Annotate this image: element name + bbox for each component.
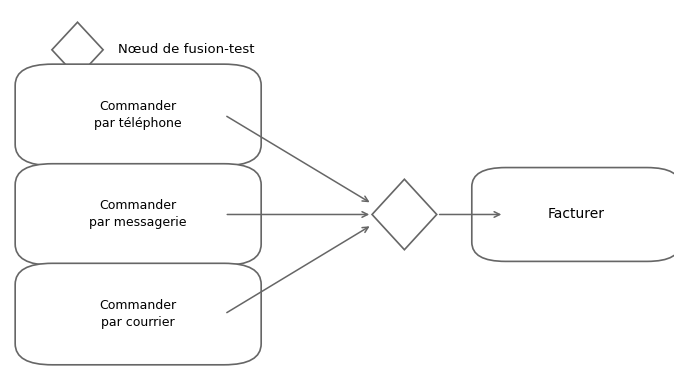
- FancyBboxPatch shape: [15, 64, 261, 166]
- Polygon shape: [52, 22, 103, 77]
- Text: Commander
par courrier: Commander par courrier: [100, 299, 177, 329]
- Polygon shape: [372, 179, 437, 250]
- FancyBboxPatch shape: [15, 164, 261, 265]
- Text: Facturer: Facturer: [548, 208, 605, 221]
- Text: Commander
par téléphone: Commander par téléphone: [94, 100, 182, 130]
- FancyBboxPatch shape: [15, 264, 261, 365]
- Text: Nœud de fusion-test: Nœud de fusion-test: [118, 43, 255, 56]
- FancyBboxPatch shape: [472, 168, 674, 261]
- Text: Commander
par messagerie: Commander par messagerie: [90, 200, 187, 229]
